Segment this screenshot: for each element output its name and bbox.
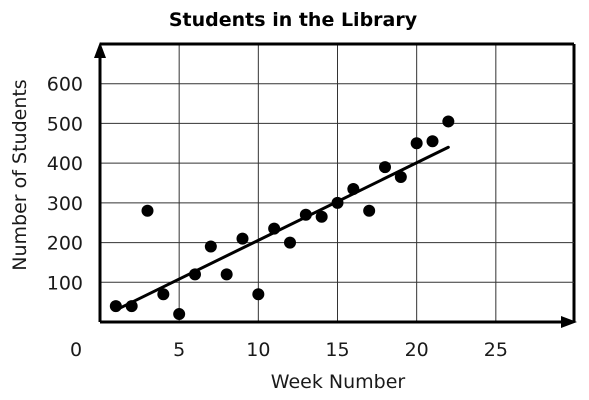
y-tick-label: 300 [47,193,83,215]
x-tick-label: 25 [484,339,508,361]
data-point [252,288,265,301]
data-point [394,171,407,184]
data-point [173,308,186,321]
origin-label: 0 [70,339,82,361]
data-point [157,288,170,301]
x-axis-label: Week Number [271,371,406,393]
data-point [220,268,233,281]
y-axis-label: Number of Students [9,79,31,270]
y-tick-label: 200 [47,233,83,255]
data-point [299,208,312,221]
data-point [268,222,281,235]
data-point [189,268,201,281]
data-point [363,204,376,217]
x-tick-label: 10 [246,339,270,361]
trend-line [114,145,450,312]
y-axis-arrow-icon [94,42,106,58]
axes [94,42,577,328]
chart-title: Students in the Library [169,9,418,31]
data-point [284,236,296,249]
tick-labels: 5 10 15 20 25 100 200 300 400 500 600 [47,74,508,361]
x-axis-arrow-icon [561,316,577,328]
data-point [347,182,360,195]
data-point [426,135,439,148]
data-point [109,300,122,313]
data-point [236,232,249,245]
data-point [442,115,455,128]
x-tick-label: 5 [173,339,185,361]
x-tick-label: 15 [325,339,349,361]
y-tick-label: 500 [47,113,83,135]
trend-line-group [114,145,450,312]
y-tick-label: 100 [47,272,83,294]
data-point [125,300,138,313]
grid-lines [100,42,576,322]
y-tick-label: 600 [47,74,83,96]
data-point [410,137,423,150]
x-tick-label: 20 [405,339,429,361]
data-point [315,210,328,223]
data-point [331,196,344,209]
data-point [141,204,154,217]
data-points [109,115,455,321]
data-point [204,240,217,253]
y-tick-label: 400 [47,153,83,175]
data-point [379,161,391,174]
